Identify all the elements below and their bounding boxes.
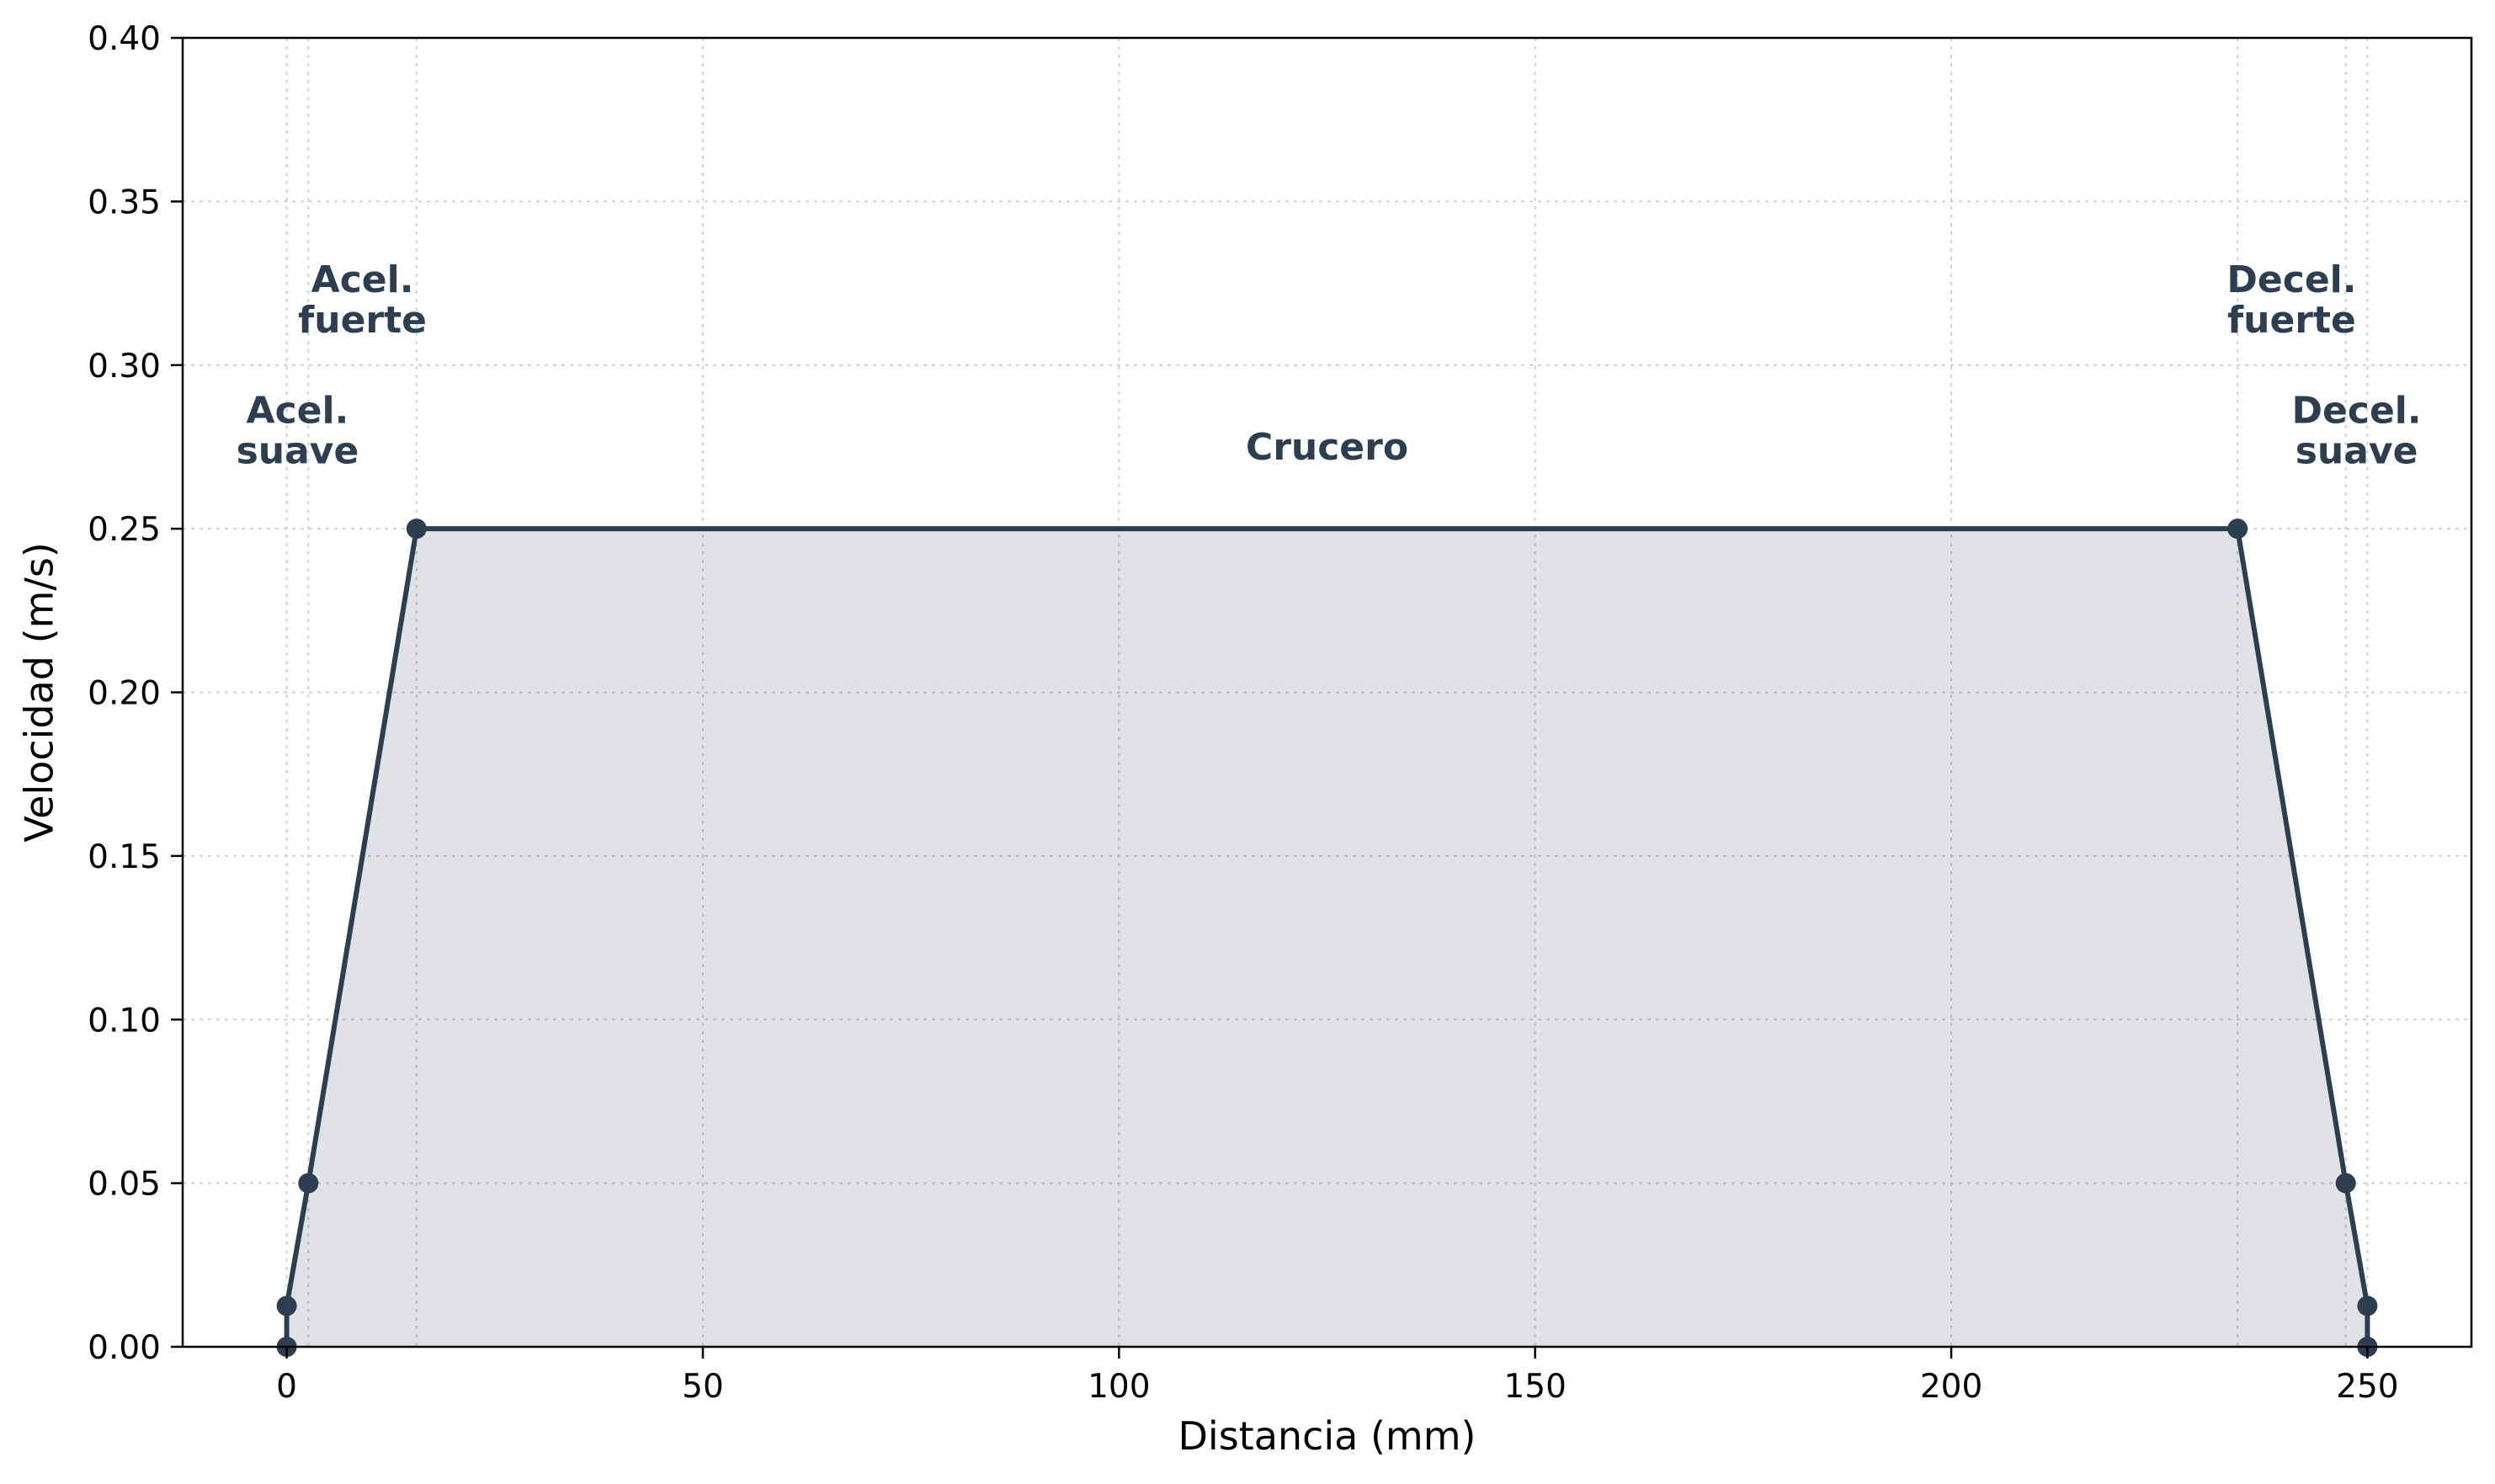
area-fill-layer bbox=[286, 529, 2368, 1347]
y-tick-label: 0.15 bbox=[88, 838, 161, 876]
x-axis-title: Distancia (mm) bbox=[1178, 1413, 1476, 1459]
phase-label: Acel. bbox=[247, 390, 349, 433]
phase-label: Acel. bbox=[311, 258, 414, 301]
data-point bbox=[2227, 519, 2248, 540]
phase-annotations: Acel.suaveAcel.fuerteCruceroDecel.fuerte… bbox=[237, 258, 2422, 473]
phase-label: suave bbox=[2296, 430, 2418, 473]
phase-label: fuerte bbox=[298, 299, 427, 342]
data-point bbox=[406, 519, 427, 540]
y-tick-label: 0.05 bbox=[88, 1166, 161, 1204]
y-tick-label: 0.30 bbox=[88, 348, 161, 386]
x-tick-label: 100 bbox=[1088, 1368, 1150, 1406]
phase-label: Decel. bbox=[2226, 258, 2356, 301]
data-point bbox=[298, 1173, 319, 1194]
y-tick-label: 0.00 bbox=[88, 1329, 161, 1367]
x-tick-label: 0 bbox=[276, 1368, 297, 1406]
series-line bbox=[284, 526, 2370, 1347]
y-tick-label: 0.10 bbox=[88, 1002, 161, 1040]
data-point bbox=[276, 1295, 297, 1316]
x-tick-label: 200 bbox=[1920, 1368, 1982, 1406]
area-fill bbox=[286, 529, 2368, 1347]
data-point bbox=[2357, 1295, 2378, 1316]
phase-label: fuerte bbox=[2227, 299, 2356, 342]
x-tick-label: 150 bbox=[1503, 1368, 1566, 1406]
phase-label: Crucero bbox=[1246, 426, 1408, 469]
data-point bbox=[2335, 1173, 2356, 1194]
phase-label: Decel. bbox=[2292, 390, 2422, 433]
series-line-layer bbox=[284, 526, 2370, 1347]
y-tick-label: 0.40 bbox=[88, 20, 161, 58]
data-points-layer bbox=[276, 519, 2378, 1357]
x-tick-label: 250 bbox=[2336, 1368, 2398, 1406]
phase-label: suave bbox=[237, 430, 359, 473]
y-tick-label: 0.20 bbox=[88, 675, 161, 713]
y-tick-label: 0.35 bbox=[88, 184, 161, 221]
y-axis-title: Velocidad (m/s) bbox=[17, 542, 62, 843]
x-tick-label: 50 bbox=[682, 1368, 724, 1406]
axes: 0 50 100 150 200 250 0.00 0.05 0.10 0.15 0.20 0.25 0… bbox=[88, 20, 2473, 1406]
y-tick-label: 0.25 bbox=[88, 511, 161, 549]
